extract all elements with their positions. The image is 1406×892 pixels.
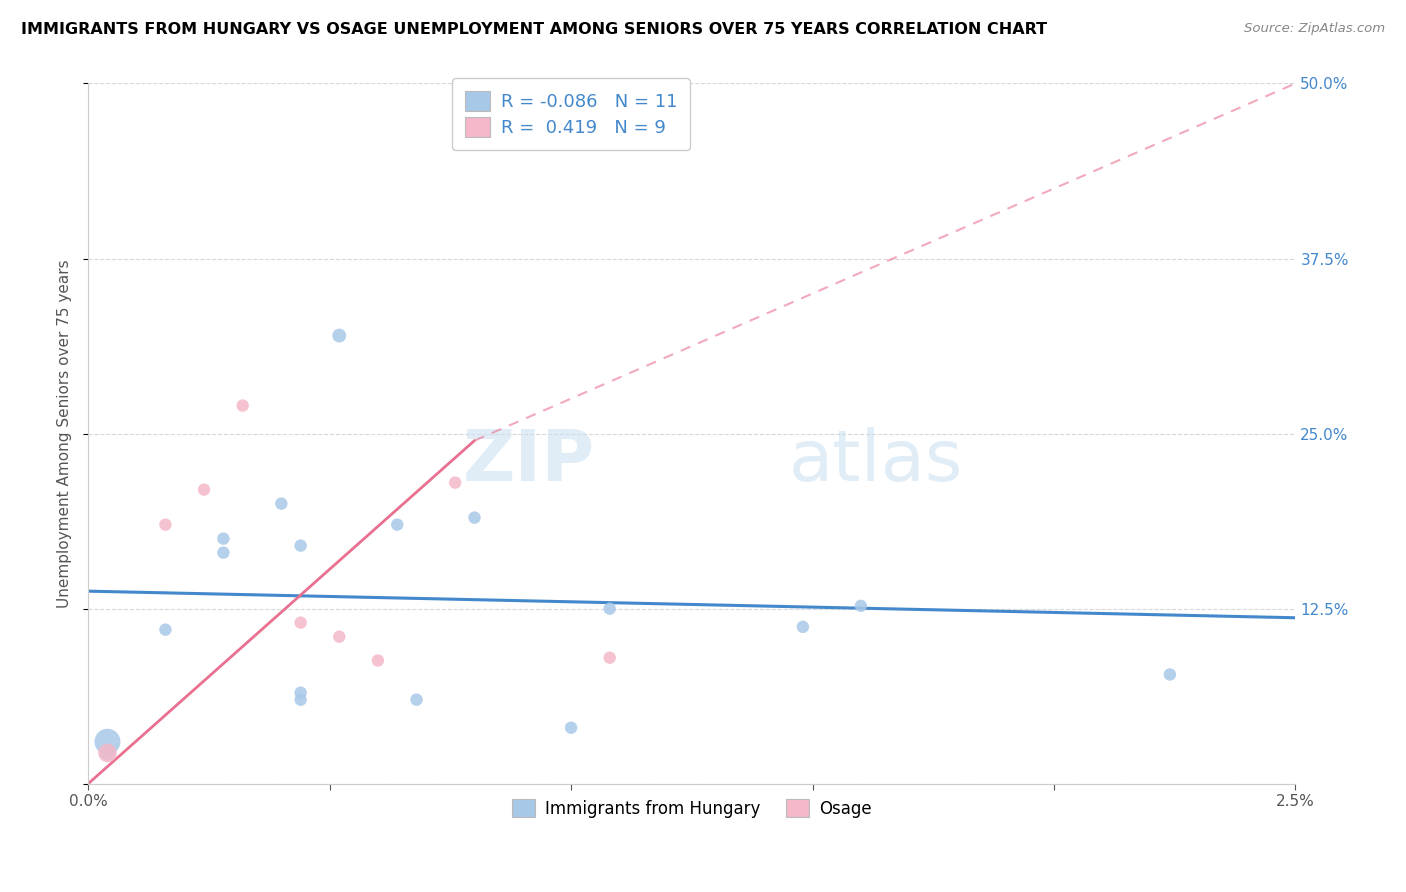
Point — [560, 721, 582, 735]
Point — [328, 328, 350, 343]
Point — [599, 601, 621, 615]
Point — [290, 615, 312, 630]
Point — [463, 510, 485, 524]
Point — [193, 483, 215, 497]
Text: IMMIGRANTS FROM HUNGARY VS OSAGE UNEMPLOYMENT AMONG SENIORS OVER 75 YEARS CORREL: IMMIGRANTS FROM HUNGARY VS OSAGE UNEMPLO… — [21, 22, 1047, 37]
Point — [387, 517, 409, 532]
Text: ZIP: ZIP — [463, 427, 595, 496]
Text: Source: ZipAtlas.com: Source: ZipAtlas.com — [1244, 22, 1385, 36]
Point — [270, 497, 292, 511]
Point — [792, 620, 814, 634]
Point — [599, 650, 621, 665]
Point — [212, 546, 235, 560]
Point — [290, 692, 312, 706]
Point — [212, 532, 235, 546]
Point — [96, 746, 118, 760]
Point — [1159, 667, 1181, 681]
Point — [328, 630, 350, 644]
Point — [232, 399, 254, 413]
Point — [849, 599, 872, 613]
Point — [96, 746, 118, 760]
Text: atlas: atlas — [789, 427, 963, 496]
Point — [155, 517, 177, 532]
Point — [290, 539, 312, 553]
Point — [444, 475, 467, 490]
Y-axis label: Unemployment Among Seniors over 75 years: Unemployment Among Seniors over 75 years — [58, 260, 72, 608]
Point — [405, 692, 427, 706]
Point — [96, 735, 118, 749]
Point — [290, 686, 312, 700]
Point — [155, 623, 177, 637]
Point — [367, 653, 389, 667]
Legend: Immigrants from Hungary, Osage: Immigrants from Hungary, Osage — [505, 792, 879, 824]
